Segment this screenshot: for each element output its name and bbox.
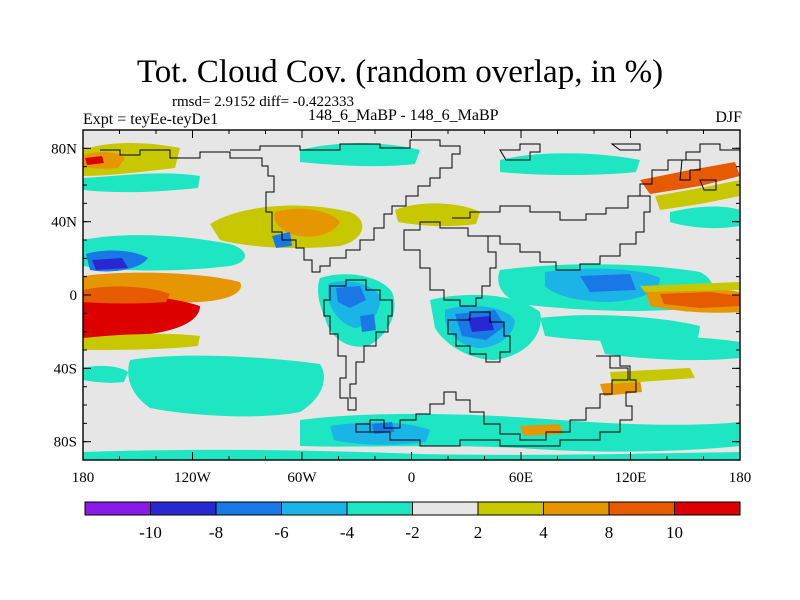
africa-darkblue — [468, 316, 494, 332]
arctic-red-patch — [85, 156, 104, 165]
colorbar-swatch — [674, 501, 741, 516]
southeast-pacific-cyan — [600, 336, 740, 361]
equatorial-yellow-lower — [83, 333, 200, 350]
lon-tick-label: 60E — [509, 470, 533, 486]
colorbar-swatch — [84, 501, 151, 516]
lat-tick-label: 80N — [51, 141, 77, 157]
experiment-label: Expt = teyEe-teyDe1 — [83, 111, 219, 128]
east-pacific-yellow — [640, 282, 740, 292]
colorbar-label: -4 — [340, 523, 355, 542]
arctic-cyan-band — [83, 173, 200, 193]
india-madagascar-coast — [447, 311, 511, 363]
southern-ocean-lightblue — [330, 422, 430, 445]
south-pacific-cyan — [128, 355, 324, 417]
amazon-blue-core — [336, 286, 366, 308]
colorbar-label: 4 — [539, 523, 548, 542]
lon-tick-label: 120E — [615, 470, 647, 486]
greenland-coast — [499, 143, 541, 161]
equatorial-orange-lower — [83, 286, 170, 304]
colorbar-label: 2 — [474, 523, 483, 542]
colorbar-label: -2 — [405, 523, 419, 542]
lon-tick-label: 180 — [72, 470, 95, 486]
lon-tick-label: 120W — [174, 470, 212, 486]
ne-pacific-cyan — [670, 206, 740, 229]
north-atlantic-cyan — [300, 143, 420, 167]
colorbar-label: 10 — [666, 523, 683, 542]
atlantic-orange-patch — [274, 208, 340, 237]
lat-tick-label: 40S — [54, 361, 77, 377]
colorbar: -10 -8 -6 -4 -2 2 4 8 10 — [84, 501, 741, 542]
lon-tick-label: 180 — [729, 470, 752, 486]
south-america-coast — [323, 279, 393, 411]
colorbar-swatch — [150, 501, 217, 516]
lon-tick-label: 60W — [287, 470, 317, 486]
colorbar-swatch — [346, 501, 413, 516]
colorbar-label: -8 — [209, 523, 223, 542]
coastlines — [100, 139, 740, 447]
lon-tick-label: 0 — [408, 470, 416, 486]
siberia-cyan — [500, 153, 640, 175]
southern-ocean-orange — [520, 424, 562, 436]
colorbar-swatch — [543, 501, 610, 516]
colorbar-swatch — [215, 501, 282, 516]
period-label: 148_6_MaBP - 148_6_MaBP — [308, 107, 499, 124]
africa-coast — [403, 221, 497, 307]
colorbar-swatch — [412, 501, 479, 516]
lat-tick-label: 80S — [54, 435, 77, 451]
brazil-blue-spot — [360, 314, 376, 332]
lat-tick-label: 0 — [70, 288, 78, 304]
ne-pacific-yellow — [655, 180, 740, 210]
colorbar-swatch — [608, 501, 675, 516]
antarctic-island-coast — [355, 423, 371, 433]
north-america-coast — [100, 139, 461, 273]
equatorial-red-band — [83, 295, 200, 340]
indopacific-blue — [580, 274, 636, 292]
rmsd-diff-stats: rmsd= 2.9152 diff= -0.422333 — [172, 94, 355, 110]
antarctica-australia-coast — [369, 355, 637, 447]
east-pacific-red — [660, 292, 740, 308]
colorbar-swatch — [477, 501, 544, 516]
map-title: Tot. Cloud Cov. (random overlap, in %) — [136, 54, 664, 90]
colorbar-label: 8 — [605, 523, 614, 542]
indian-ocean-cyan — [540, 315, 700, 342]
eurasia-coast — [452, 143, 740, 271]
arctic-orange-patch — [83, 152, 125, 169]
europe-yellow-patch — [395, 203, 480, 227]
colorbar-swatch — [281, 501, 348, 516]
season-label: DJF — [715, 109, 742, 126]
arctic-islands-coast — [610, 143, 717, 191]
south-pacific-cyan-strip — [83, 365, 128, 383]
npacific-darkblue-core — [92, 258, 128, 270]
axis-ticks: 80N 40N 0 40S 80S 180 120W 60W 0 60E 120E 180 — [51, 129, 752, 486]
antarctic-blue-spot — [372, 422, 394, 434]
colorbar-label: -10 — [139, 523, 162, 542]
lat-tick-label: 40N — [51, 215, 77, 231]
colorbar-label: -6 — [274, 523, 288, 542]
